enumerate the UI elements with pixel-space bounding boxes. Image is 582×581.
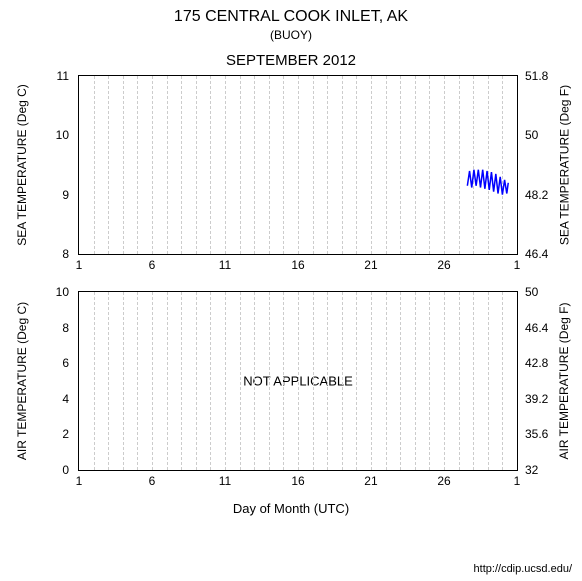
- y-tick-right: 35.6: [525, 427, 548, 441]
- x-tick: 6: [149, 258, 156, 272]
- y-tick-left: 9: [62, 188, 69, 202]
- title-sub: (BUOY): [0, 28, 582, 42]
- chart-area: SEA TEMPERATURE (Deg C) SEA TEMPERATURE …: [0, 75, 582, 516]
- y-tick-right: 39.2: [525, 392, 548, 406]
- title-month: SEPTEMBER 2012: [0, 52, 582, 69]
- x-tick: 11: [219, 258, 231, 272]
- x-tick: 1: [76, 258, 83, 272]
- y-tick-left: 10: [56, 285, 69, 299]
- top-ylabel-left: SEA TEMPERATURE (Deg C): [15, 84, 29, 246]
- y-tick-left: 10: [56, 128, 69, 142]
- titles: 175 CENTRAL COOK INLET, AK (BUOY) SEPTEM…: [0, 0, 582, 69]
- top-ylabel-right: SEA TEMPERATURE (Deg F): [557, 85, 571, 245]
- y-tick-right: 51.8: [525, 69, 548, 83]
- y-tick-right: 46.4: [525, 247, 548, 261]
- x-tick: 1: [514, 474, 521, 488]
- y-tick-right: 46.4: [525, 321, 548, 335]
- sea-temp-series: [467, 170, 508, 195]
- x-tick: 16: [291, 474, 304, 488]
- credit-text: http://cdip.ucsd.edu/: [474, 563, 572, 575]
- x-axis-label: Day of Month (UTC): [0, 501, 582, 516]
- y-tick-right: 42.8: [525, 356, 548, 370]
- x-tick: 16: [291, 258, 304, 272]
- y-tick-left: 11: [57, 69, 69, 83]
- x-tick: 6: [149, 474, 156, 488]
- x-tick: 21: [364, 258, 377, 272]
- bottom-plot-row: AIR TEMPERATURE (Deg C) AIR TEMPERATURE …: [0, 291, 582, 471]
- chart-container: 175 CENTRAL COOK INLET, AK (BUOY) SEPTEM…: [0, 0, 582, 581]
- y-tick-right: 48.2: [525, 188, 548, 202]
- top-plot-row: SEA TEMPERATURE (Deg C) SEA TEMPERATURE …: [0, 75, 582, 255]
- x-tick: 26: [437, 474, 450, 488]
- top-plot: 1611162126189101146.448.25051.8: [78, 75, 518, 255]
- x-tick: 1: [514, 258, 521, 272]
- x-tick: 21: [364, 474, 377, 488]
- y-tick-left: 8: [62, 321, 69, 335]
- title-main: 175 CENTRAL COOK INLET, AK: [0, 0, 582, 26]
- y-tick-right: 50: [525, 128, 538, 142]
- bottom-ylabel-left: AIR TEMPERATURE (Deg C): [15, 302, 29, 460]
- y-tick-left: 6: [62, 356, 69, 370]
- y-tick-right: 50: [525, 285, 538, 299]
- x-tick: 11: [219, 474, 231, 488]
- y-tick-left: 4: [62, 392, 69, 406]
- y-tick-left: 0: [62, 463, 69, 477]
- x-tick: 26: [437, 258, 450, 272]
- y-tick-left: 8: [62, 247, 69, 261]
- y-tick-right: 32: [525, 463, 538, 477]
- bottom-plot: NOT APPLICABLE 1611162126102468103235.63…: [78, 291, 518, 471]
- y-tick-left: 2: [62, 427, 69, 441]
- x-tick: 1: [76, 474, 83, 488]
- bottom-ylabel-right: AIR TEMPERATURE (Deg F): [557, 303, 571, 460]
